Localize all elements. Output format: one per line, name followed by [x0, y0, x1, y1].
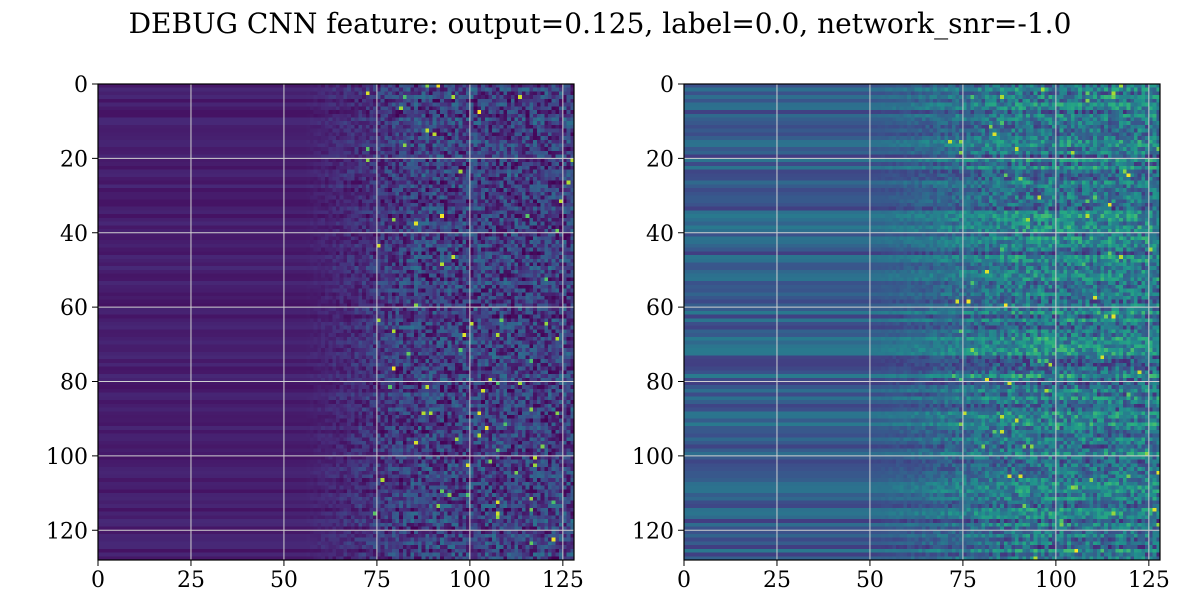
x-tick-label: 25: [177, 568, 205, 593]
y-tick-label: 0: [74, 73, 88, 98]
y-tick-label: 60: [60, 296, 88, 321]
x-tick-label: 50: [270, 568, 298, 593]
heatmap-right: 0 25 50 75 100 125 0 20 40 60 80 100 120: [632, 73, 1170, 593]
x-tick-label: 100: [1035, 568, 1077, 593]
x-tick-label: 75: [949, 568, 977, 593]
x-tick-label: 50: [856, 568, 884, 593]
y-tick-label: 100: [632, 445, 674, 470]
x-tick-label: 0: [91, 568, 105, 593]
y-tick-label: 80: [60, 371, 88, 396]
axes-frame: [683, 83, 1161, 561]
y-tick-label: 80: [646, 371, 674, 396]
x-tick-label: 125: [542, 568, 584, 593]
x-tick-label: 125: [1128, 568, 1170, 593]
y-tick-label: 20: [60, 147, 88, 172]
heatmap-left: 0 25 50 75 100 125 0 20 40 60 80 100 120: [46, 73, 584, 593]
figure-title: DEBUG CNN feature: output=0.125, label=0…: [128, 7, 1072, 40]
y-tick-label: 40: [646, 222, 674, 247]
y-tick-label: 60: [646, 296, 674, 321]
y-tick-label: 20: [646, 147, 674, 172]
heatmap-image: [684, 84, 1160, 560]
x-tick-label: 75: [363, 568, 391, 593]
heatmap-image: [98, 84, 574, 560]
y-tick-label: 40: [60, 222, 88, 247]
axes-frame: [97, 83, 575, 561]
y-tick-label: 100: [46, 445, 88, 470]
y-tick-label: 0: [660, 73, 674, 98]
x-tick-label: 100: [449, 568, 491, 593]
x-tick-label: 25: [763, 568, 791, 593]
y-tick-label: 120: [632, 519, 674, 544]
y-tick-label: 120: [46, 519, 88, 544]
x-tick-label: 0: [677, 568, 691, 593]
